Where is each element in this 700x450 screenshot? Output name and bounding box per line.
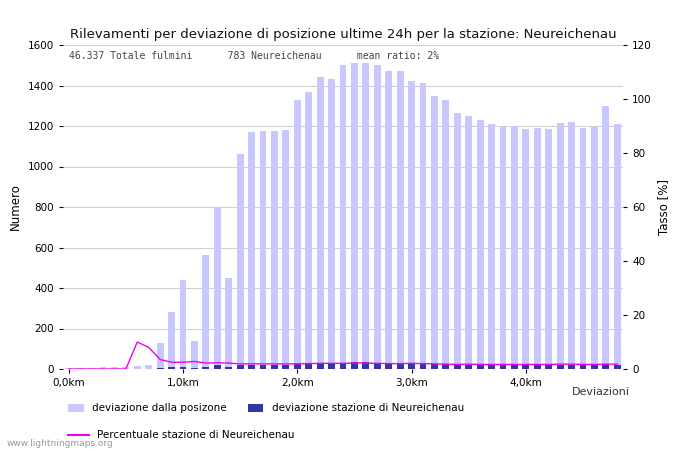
Bar bbox=[191, 368, 198, 369]
Bar bbox=[282, 364, 289, 369]
Bar bbox=[351, 362, 358, 369]
Bar bbox=[260, 364, 267, 369]
Bar bbox=[180, 367, 186, 369]
Bar bbox=[614, 124, 621, 369]
Bar bbox=[511, 365, 518, 369]
Bar bbox=[545, 365, 552, 369]
Bar bbox=[374, 65, 381, 369]
Bar bbox=[328, 80, 335, 369]
Bar bbox=[191, 341, 198, 369]
Bar bbox=[271, 364, 278, 369]
Bar bbox=[146, 365, 152, 369]
Bar bbox=[248, 132, 255, 369]
Bar bbox=[134, 366, 141, 369]
Bar bbox=[374, 363, 381, 369]
Bar bbox=[77, 368, 83, 369]
Bar bbox=[168, 312, 175, 369]
Bar bbox=[556, 123, 564, 369]
Text: Deviazioni: Deviazioni bbox=[572, 387, 630, 397]
Bar bbox=[305, 92, 312, 369]
Bar bbox=[568, 122, 575, 369]
Bar bbox=[522, 129, 529, 369]
Bar bbox=[202, 367, 209, 369]
Bar bbox=[591, 127, 598, 369]
Bar bbox=[408, 363, 415, 369]
Bar bbox=[363, 362, 370, 369]
Bar bbox=[431, 96, 438, 369]
Legend: Percentuale stazione di Neureichenau: Percentuale stazione di Neureichenau bbox=[68, 430, 295, 440]
Bar bbox=[111, 367, 118, 369]
Bar bbox=[442, 100, 449, 369]
Bar bbox=[397, 72, 404, 369]
Bar bbox=[237, 154, 244, 369]
Bar bbox=[522, 365, 529, 369]
Y-axis label: Tasso [%]: Tasso [%] bbox=[657, 179, 671, 235]
Bar bbox=[431, 364, 438, 369]
Bar bbox=[340, 363, 346, 369]
Title: Rilevamenti per deviazione di posizione ultime 24h per la stazione: Neureichenau: Rilevamenti per deviazione di posizione … bbox=[70, 28, 616, 41]
Bar bbox=[556, 364, 564, 369]
Bar bbox=[397, 363, 404, 369]
Text: www.lightningmaps.org: www.lightningmaps.org bbox=[7, 439, 113, 448]
Bar bbox=[477, 365, 484, 369]
Bar bbox=[500, 127, 506, 369]
Bar bbox=[271, 131, 278, 369]
Bar bbox=[408, 81, 415, 369]
Bar bbox=[214, 365, 220, 369]
Legend: deviazione dalla posizone, deviazione stazione di Neureichenau: deviazione dalla posizone, deviazione st… bbox=[68, 403, 464, 413]
Bar bbox=[316, 363, 323, 369]
Bar bbox=[99, 367, 106, 369]
Bar bbox=[454, 364, 461, 369]
Bar bbox=[294, 100, 301, 369]
Bar bbox=[157, 343, 164, 369]
Bar bbox=[248, 364, 255, 369]
Bar bbox=[419, 84, 426, 369]
Bar bbox=[614, 364, 621, 369]
Bar bbox=[363, 63, 370, 369]
Bar bbox=[591, 365, 598, 369]
Y-axis label: Numero: Numero bbox=[9, 184, 22, 230]
Bar bbox=[88, 368, 95, 369]
Bar bbox=[282, 130, 289, 369]
Bar bbox=[500, 365, 506, 369]
Bar bbox=[351, 63, 358, 369]
Bar bbox=[122, 367, 130, 369]
Bar bbox=[580, 128, 587, 369]
Bar bbox=[511, 126, 518, 369]
Bar bbox=[328, 363, 335, 369]
Bar bbox=[385, 72, 392, 369]
Bar bbox=[202, 255, 209, 369]
Bar bbox=[442, 364, 449, 369]
Bar bbox=[545, 129, 552, 369]
Bar bbox=[260, 131, 267, 369]
Bar bbox=[488, 124, 495, 369]
Bar bbox=[305, 363, 312, 369]
Bar bbox=[466, 364, 472, 369]
Bar bbox=[534, 128, 540, 369]
Bar bbox=[534, 365, 540, 369]
Bar bbox=[385, 363, 392, 369]
Bar bbox=[214, 207, 220, 369]
Bar bbox=[466, 116, 472, 369]
Bar bbox=[294, 364, 301, 369]
Bar bbox=[477, 120, 484, 369]
Bar bbox=[316, 77, 323, 369]
Bar bbox=[488, 365, 495, 369]
Bar bbox=[340, 65, 346, 369]
Bar bbox=[237, 365, 244, 369]
Bar bbox=[580, 365, 587, 369]
Bar bbox=[568, 364, 575, 369]
Bar bbox=[225, 278, 232, 369]
Bar bbox=[603, 106, 609, 369]
Bar bbox=[225, 367, 232, 369]
Bar bbox=[419, 363, 426, 369]
Bar bbox=[603, 364, 609, 369]
Text: 46.337 Totale fulmini      783 Neureichenau      mean ratio: 2%: 46.337 Totale fulmini 783 Neureichenau m… bbox=[69, 51, 439, 62]
Bar bbox=[168, 367, 175, 369]
Bar bbox=[454, 113, 461, 369]
Bar bbox=[180, 280, 186, 369]
